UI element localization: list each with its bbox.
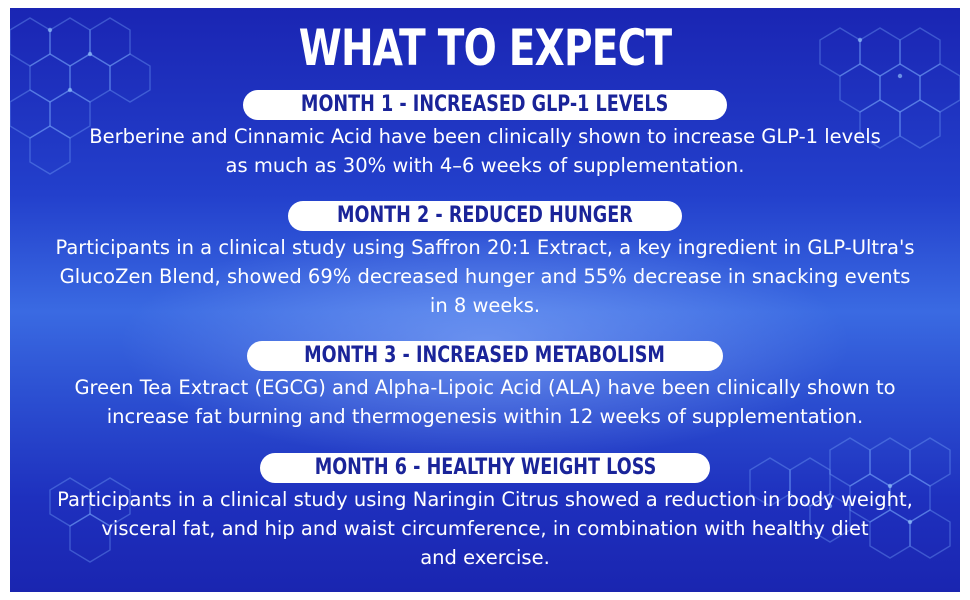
section-heading-pill: MONTH 1 - INCREASED GLP-1 LEVELS [243,90,727,120]
section-heading: MONTH 1 - INCREASED GLP-1 LEVELS [301,92,669,117]
section-heading: MONTH 6 - HEALTHY WEIGHT LOSS [314,455,656,480]
section-body: Green Tea Extract (EGCG) and Alpha-Lipoi… [74,376,896,428]
section-month-6: MONTH 6 - HEALTHY WEIGHT LOSS Participan… [10,453,960,572]
section-heading: MONTH 3 - INCREASED METABOLISM [304,343,666,368]
section-heading-pill: MONTH 6 - HEALTHY WEIGHT LOSS [259,453,711,483]
infographic-panel: WHAT TO EXPECT MONTH 1 - INCREASED GLP-1… [10,8,960,592]
hexagon-pattern-decoration [10,17,960,563]
section-body: Participants in a clinical study using S… [55,236,915,317]
section-month-2: MONTH 2 - REDUCED HUNGER Participants in… [10,201,960,320]
section-month-3: MONTH 3 - INCREASED METABOLISM Green Tea… [10,341,960,431]
section-heading-pill: MONTH 3 - INCREASED METABOLISM [247,341,723,371]
section-month-1: MONTH 1 - INCREASED GLP-1 LEVELS Berberi… [10,90,960,180]
section-heading: MONTH 2 - REDUCED HUNGER [337,203,633,228]
section-body: Berberine and Cinnamic Acid have been cl… [89,125,881,177]
section-body: Participants in a clinical study using N… [57,488,913,569]
content: WHAT TO EXPECT MONTH 1 - INCREASED GLP-1… [10,8,960,592]
page-title: WHAT TO EXPECT [298,19,672,77]
section-heading-pill: MONTH 2 - REDUCED HUNGER [288,201,682,231]
